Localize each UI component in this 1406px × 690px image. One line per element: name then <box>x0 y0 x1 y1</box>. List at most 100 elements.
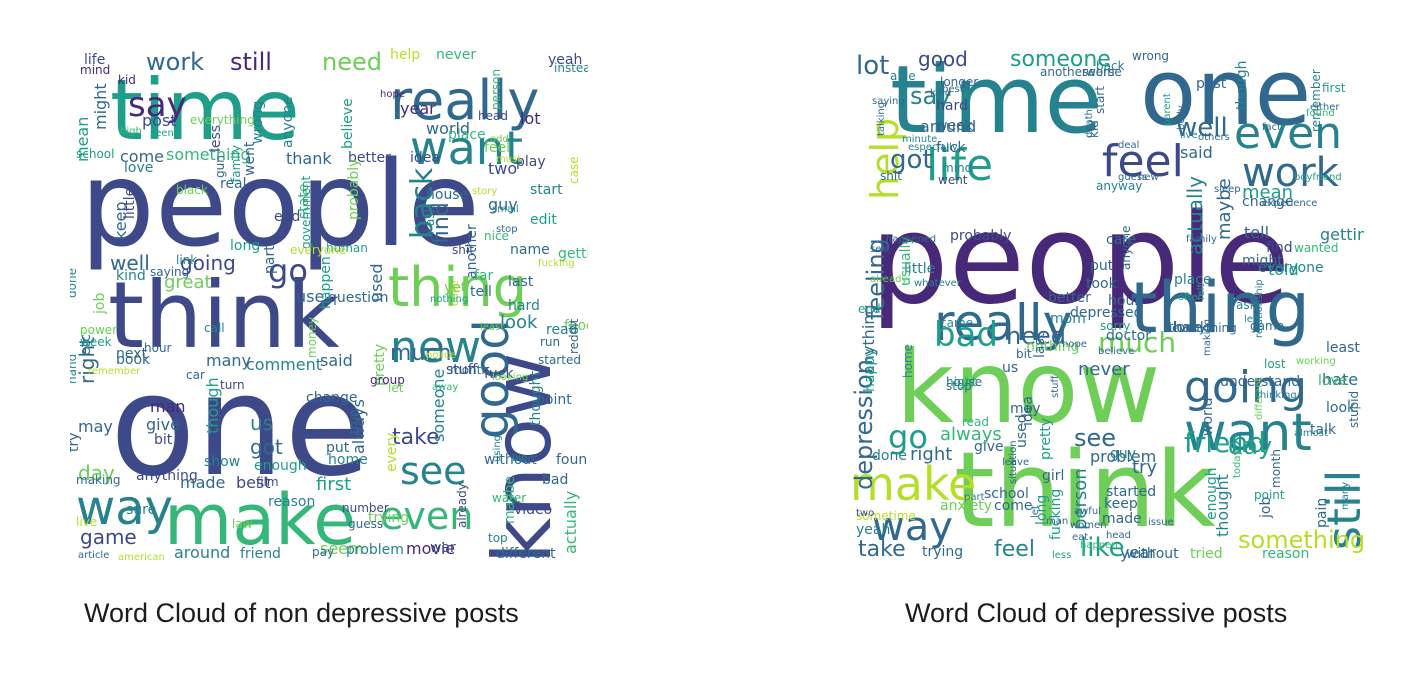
cloud-word: car <box>186 368 205 382</box>
cloud-word: look <box>1326 400 1356 416</box>
cloud-word: away <box>432 382 458 393</box>
cloud-word: never <box>436 47 476 63</box>
cloud-word: make <box>164 479 356 561</box>
cloud-word: thing <box>388 256 527 319</box>
cloud-word: work <box>146 48 204 76</box>
cloud-word: let <box>1030 505 1041 518</box>
cloud-word: body <box>1176 105 1187 130</box>
cloud-word: issue <box>1148 517 1174 528</box>
cloud-word: state <box>296 184 312 219</box>
cloud-word: friend <box>1184 426 1266 459</box>
word-cloud-depressive: people know think time one really thing want goi… <box>850 40 1364 566</box>
cloud-word: told <box>1268 260 1299 279</box>
cloud-word: give <box>974 439 1004 455</box>
cloud-word: day <box>1228 432 1272 460</box>
cloud-word: last <box>1032 332 1048 358</box>
cloud-word: kid <box>1087 120 1101 138</box>
cloud-word: idea <box>410 150 440 166</box>
cloud-word: far <box>474 268 494 284</box>
cloud-word: question <box>328 290 388 306</box>
cloud-word: hour <box>1108 293 1140 309</box>
cloud-word: game <box>80 525 137 549</box>
cloud-word: person <box>489 69 503 110</box>
cloud-word: girl <box>1042 468 1064 484</box>
cloud-word: place <box>1174 272 1212 288</box>
cloud-word: different <box>496 546 556 562</box>
cloud-word: power <box>80 323 117 337</box>
cloud-word: mean <box>73 117 92 162</box>
cloud-word: minute <box>902 134 937 145</box>
cloud-word: part <box>964 492 985 503</box>
cloud-word: better <box>348 150 391 166</box>
cloud-word: talk <box>1310 422 1337 438</box>
cloud-word: month <box>450 363 489 377</box>
cloud-word: still <box>1317 470 1364 550</box>
cloud-word: mind <box>942 161 972 175</box>
cloud-word: book <box>116 352 151 368</box>
cloud-word: stupid <box>1347 391 1361 428</box>
cloud-word: longer <box>940 75 978 89</box>
cloud-word: let <box>388 381 404 395</box>
cloud-word: problem <box>346 542 404 558</box>
cloud-word: reason <box>268 494 315 510</box>
cloud-word: least <box>480 322 504 333</box>
cloud-word: black <box>176 183 208 197</box>
cloud-word: ask <box>423 205 437 226</box>
cloud-word: guy <box>1110 446 1136 462</box>
cloud-word: believe <box>1098 346 1134 357</box>
cloud-word: hard <box>508 298 540 314</box>
cloud-word: going <box>180 251 236 275</box>
cloud-word: instead <box>554 61 588 75</box>
cloud-word: gun <box>213 155 227 178</box>
cloud-word: right <box>910 444 952 465</box>
cloud-word: less <box>1052 550 1071 561</box>
cloud-word: true <box>347 409 361 434</box>
cloud-word: change <box>306 390 358 406</box>
cloud-word: end <box>858 302 881 316</box>
cloud-word: either <box>1310 102 1340 113</box>
cloud-word: find <box>1266 240 1293 256</box>
cloud-word: getting <box>1320 225 1364 244</box>
cloud-word: school <box>984 486 1029 502</box>
cloud-word: two <box>488 159 517 178</box>
cloud-word: first <box>316 474 351 495</box>
cloud-word: someone <box>429 369 448 442</box>
cloud-word: small <box>492 204 519 215</box>
cloud-word: group <box>370 373 405 387</box>
cloud-word: say <box>128 85 187 125</box>
cloud-word: sometime <box>856 509 916 523</box>
cloud-word: mean <box>1242 182 1293 203</box>
cloud-word: probably <box>950 228 1011 244</box>
cloud-word: around <box>174 543 230 562</box>
cloud-word: everyone <box>290 243 346 257</box>
cloud-word: see <box>1074 424 1116 452</box>
cloud-word: put <box>326 440 350 456</box>
cloud-word: day <box>78 461 115 485</box>
cloud-word: work <box>1242 150 1340 196</box>
cloud-word: try <box>1132 457 1157 478</box>
cloud-word: nice <box>484 229 509 243</box>
cloud-word: house <box>946 375 982 389</box>
cloud-word: add <box>490 134 509 145</box>
cloud-word: live <box>76 515 97 529</box>
cloud-word: happened <box>886 234 936 245</box>
cloud-word: feel <box>1102 136 1184 187</box>
cloud-word: water <box>492 491 526 505</box>
cloud-word: house <box>426 187 468 203</box>
cloud-word: live <box>1180 130 1198 141</box>
cloud-word: though <box>1234 60 1250 110</box>
cloud-word: got <box>890 145 933 175</box>
cloud-word: better <box>1048 290 1091 306</box>
cloud-word: hope <box>1062 339 1087 350</box>
cloud-word: fuck <box>936 140 966 156</box>
cloud-word: stop <box>496 224 518 235</box>
cloud-word: relationship <box>1254 279 1265 338</box>
cloud-word: found <box>556 452 588 468</box>
caption-non-depressive: Word Cloud of non depressive posts <box>84 598 519 628</box>
cloud-word: people <box>80 135 480 273</box>
cloud-word: without <box>484 452 537 468</box>
cloud-word: others <box>1198 132 1230 143</box>
cloud-word: yet <box>444 280 467 296</box>
